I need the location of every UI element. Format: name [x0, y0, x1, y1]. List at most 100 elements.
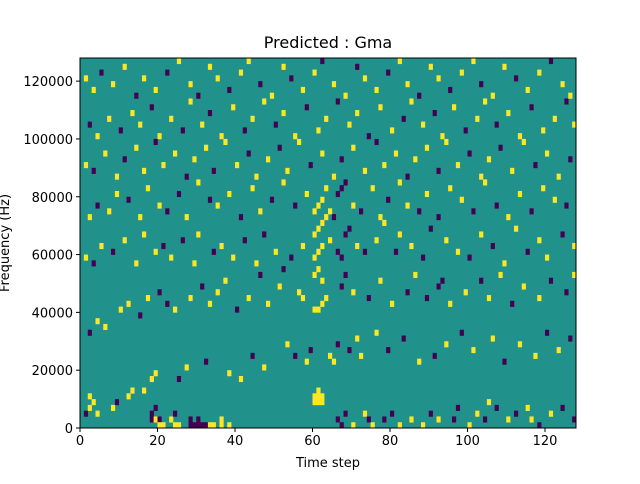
- heatmap-cell: [533, 352, 538, 359]
- heatmap-cell: [320, 196, 325, 203]
- heatmap-cell: [328, 208, 333, 215]
- heatmap-cell: [138, 121, 143, 128]
- heatmap-cell: [266, 156, 271, 163]
- heatmap-cell: [285, 167, 290, 174]
- heatmap-cell: [281, 179, 286, 186]
- heatmap-cell: [188, 81, 193, 88]
- heatmap-cell: [312, 393, 317, 400]
- heatmap-cell: [564, 202, 569, 209]
- heatmap-cell: [424, 295, 430, 302]
- heatmap-cell: [556, 173, 561, 180]
- heatmap-cell: [378, 104, 383, 111]
- heatmap-cell: [219, 133, 224, 140]
- heatmap-cell: [514, 75, 519, 82]
- heatmap-cell: [250, 352, 255, 359]
- heatmap-cell: [331, 173, 337, 180]
- heatmap-cell: [211, 422, 216, 429]
- heatmap-cell: [289, 254, 294, 261]
- heatmap-cell: [417, 358, 422, 365]
- heatmap-cell: [83, 410, 89, 417]
- heatmap-cell: [366, 295, 371, 302]
- heatmap-cell: [173, 150, 178, 157]
- x-tick-label: 80: [382, 434, 399, 449]
- heatmap-cell: [204, 358, 209, 365]
- heatmap-cell: [111, 404, 116, 411]
- heatmap-cell: [227, 422, 232, 429]
- heatmap-cell: [122, 156, 127, 163]
- heatmap-cell: [200, 422, 205, 429]
- heatmap-cell: [312, 306, 317, 313]
- heatmap-cell: [242, 237, 247, 244]
- heatmap-cell: [316, 393, 321, 400]
- heatmap-cell: [316, 202, 321, 209]
- heatmap-cell: [196, 179, 201, 186]
- heatmap-cell: [149, 416, 154, 423]
- heatmap-cell: [250, 185, 255, 192]
- heatmap-cell: [362, 167, 368, 174]
- heatmap-cell: [107, 115, 112, 122]
- heatmap-cell: [320, 300, 325, 307]
- heatmap-cell: [401, 115, 406, 122]
- heatmap-cell: [211, 167, 216, 174]
- heatmap-cell: [142, 231, 147, 238]
- heatmap-cell: [382, 219, 387, 226]
- heatmap-cell: [304, 190, 309, 198]
- heatmap-cell: [95, 410, 100, 417]
- heatmap-cell: [99, 243, 104, 250]
- y-tick-label: 80000: [32, 191, 73, 206]
- heatmap-cell: [207, 110, 213, 117]
- heatmap-cell: [188, 98, 193, 105]
- heatmap-cell: [126, 196, 131, 203]
- heatmap-cell: [537, 295, 542, 302]
- heatmap-cell: [548, 58, 554, 65]
- heatmap-cell: [192, 156, 197, 163]
- heatmap-cell: [320, 58, 325, 65]
- heatmap-cell: [118, 306, 123, 313]
- heatmap-cell: [397, 179, 402, 186]
- heatmap-cell: [169, 254, 174, 261]
- heatmap-cell: [235, 306, 240, 313]
- heatmap-cell: [417, 208, 422, 215]
- heatmap-cell: [494, 121, 499, 128]
- heatmap-cell: [83, 254, 89, 261]
- heatmap-cell: [370, 422, 375, 429]
- heatmap-cell: [335, 341, 340, 348]
- heatmap-cell: [308, 347, 313, 354]
- heatmap-cell: [548, 277, 554, 284]
- heatmap-cell: [215, 202, 220, 209]
- heatmap-cell: [572, 121, 577, 128]
- heatmap-cell: [87, 404, 92, 411]
- heatmap-cell: [339, 422, 344, 429]
- heatmap-cell: [149, 375, 154, 383]
- heatmap-cell: [331, 358, 337, 365]
- heatmap-cell: [134, 144, 139, 151]
- heatmap-cell: [269, 196, 275, 203]
- heatmap-cell: [572, 243, 577, 250]
- heatmap-cell: [281, 63, 286, 70]
- heatmap-cell: [436, 75, 441, 82]
- heatmap-cell: [370, 185, 375, 192]
- heatmap-cell: [246, 295, 251, 302]
- heatmap-cell: [184, 173, 189, 180]
- heatmap-cell: [390, 410, 395, 417]
- x-axis-ticks: 0 20 40 60 80 100 120: [76, 428, 558, 449]
- heatmap-cell: [316, 248, 321, 255]
- heatmap-cell: [285, 341, 290, 348]
- heatmap-cell: [331, 214, 337, 221]
- heatmap-cell: [448, 300, 453, 307]
- heatmap-cell: [374, 138, 379, 146]
- heatmap-cell: [386, 347, 391, 354]
- heatmap-cell: [525, 86, 530, 93]
- heatmap-cell: [351, 144, 356, 151]
- heatmap-cell: [320, 243, 325, 250]
- heatmap-cell: [455, 404, 461, 411]
- heatmap-cell: [200, 283, 205, 290]
- heatmap-cell: [366, 133, 371, 140]
- heatmap-cell: [145, 295, 151, 302]
- heatmap-cell: [138, 312, 143, 319]
- heatmap-cell: [343, 271, 348, 278]
- heatmap-cell: [258, 208, 263, 215]
- x-tick-label: 120: [533, 434, 558, 449]
- heatmap-cell: [382, 162, 387, 169]
- y-tick-label: 60000: [32, 249, 73, 264]
